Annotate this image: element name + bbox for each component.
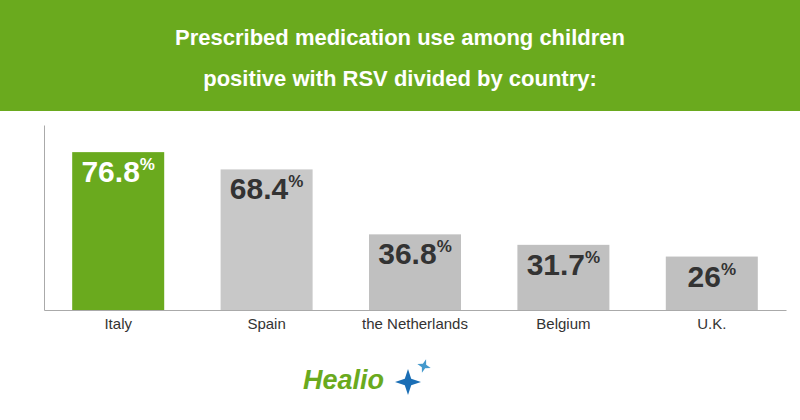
data-label: 31.7% xyxy=(527,247,601,280)
data-labels: 76.8% 68.4% 36.8% 31.7% 26% xyxy=(81,155,736,292)
logo-star xyxy=(395,369,421,395)
x-tick-label: Italy xyxy=(104,315,132,332)
logo-star-small xyxy=(417,359,430,372)
x-tick: U.K. xyxy=(697,310,726,332)
bar xyxy=(517,245,609,310)
x-tick: Spain xyxy=(247,310,285,332)
x-tick: Belgium xyxy=(536,310,590,332)
x-tick: the Netherlands xyxy=(362,310,468,332)
bar xyxy=(221,169,313,310)
data-label: 36.8% xyxy=(378,237,452,270)
bar xyxy=(666,257,758,310)
x-axis-line xyxy=(45,310,787,311)
chart-background xyxy=(0,111,800,420)
data-label: 68.4% xyxy=(230,172,304,205)
y-axis xyxy=(44,126,45,311)
logo-text: Healio xyxy=(303,365,384,395)
title: Prescribed medication use among children xyxy=(175,25,625,50)
x-tick-label: U.K. xyxy=(697,315,726,332)
data-label: 76.8% xyxy=(81,155,155,188)
title-banner xyxy=(0,0,800,111)
y-axis-line xyxy=(44,126,45,311)
x-tick-label: Belgium xyxy=(536,315,590,332)
bars xyxy=(72,152,758,310)
plot: Italy Spain the Netherlands Belgium U.K. 76.8… xyxy=(45,126,787,332)
chart-root: Prescribed medication use among children… xyxy=(0,0,800,420)
data-label: 26% xyxy=(688,259,737,292)
x-axis: Italy Spain the Netherlands Belgium U.K. xyxy=(45,310,787,332)
subtitle: positive with RSV divided by country: xyxy=(203,66,597,91)
x-tick-label: the Netherlands xyxy=(362,315,468,332)
bar xyxy=(369,234,461,310)
x-tick: Italy xyxy=(104,310,132,332)
x-tick-label: Spain xyxy=(247,315,285,332)
bar xyxy=(72,152,164,310)
